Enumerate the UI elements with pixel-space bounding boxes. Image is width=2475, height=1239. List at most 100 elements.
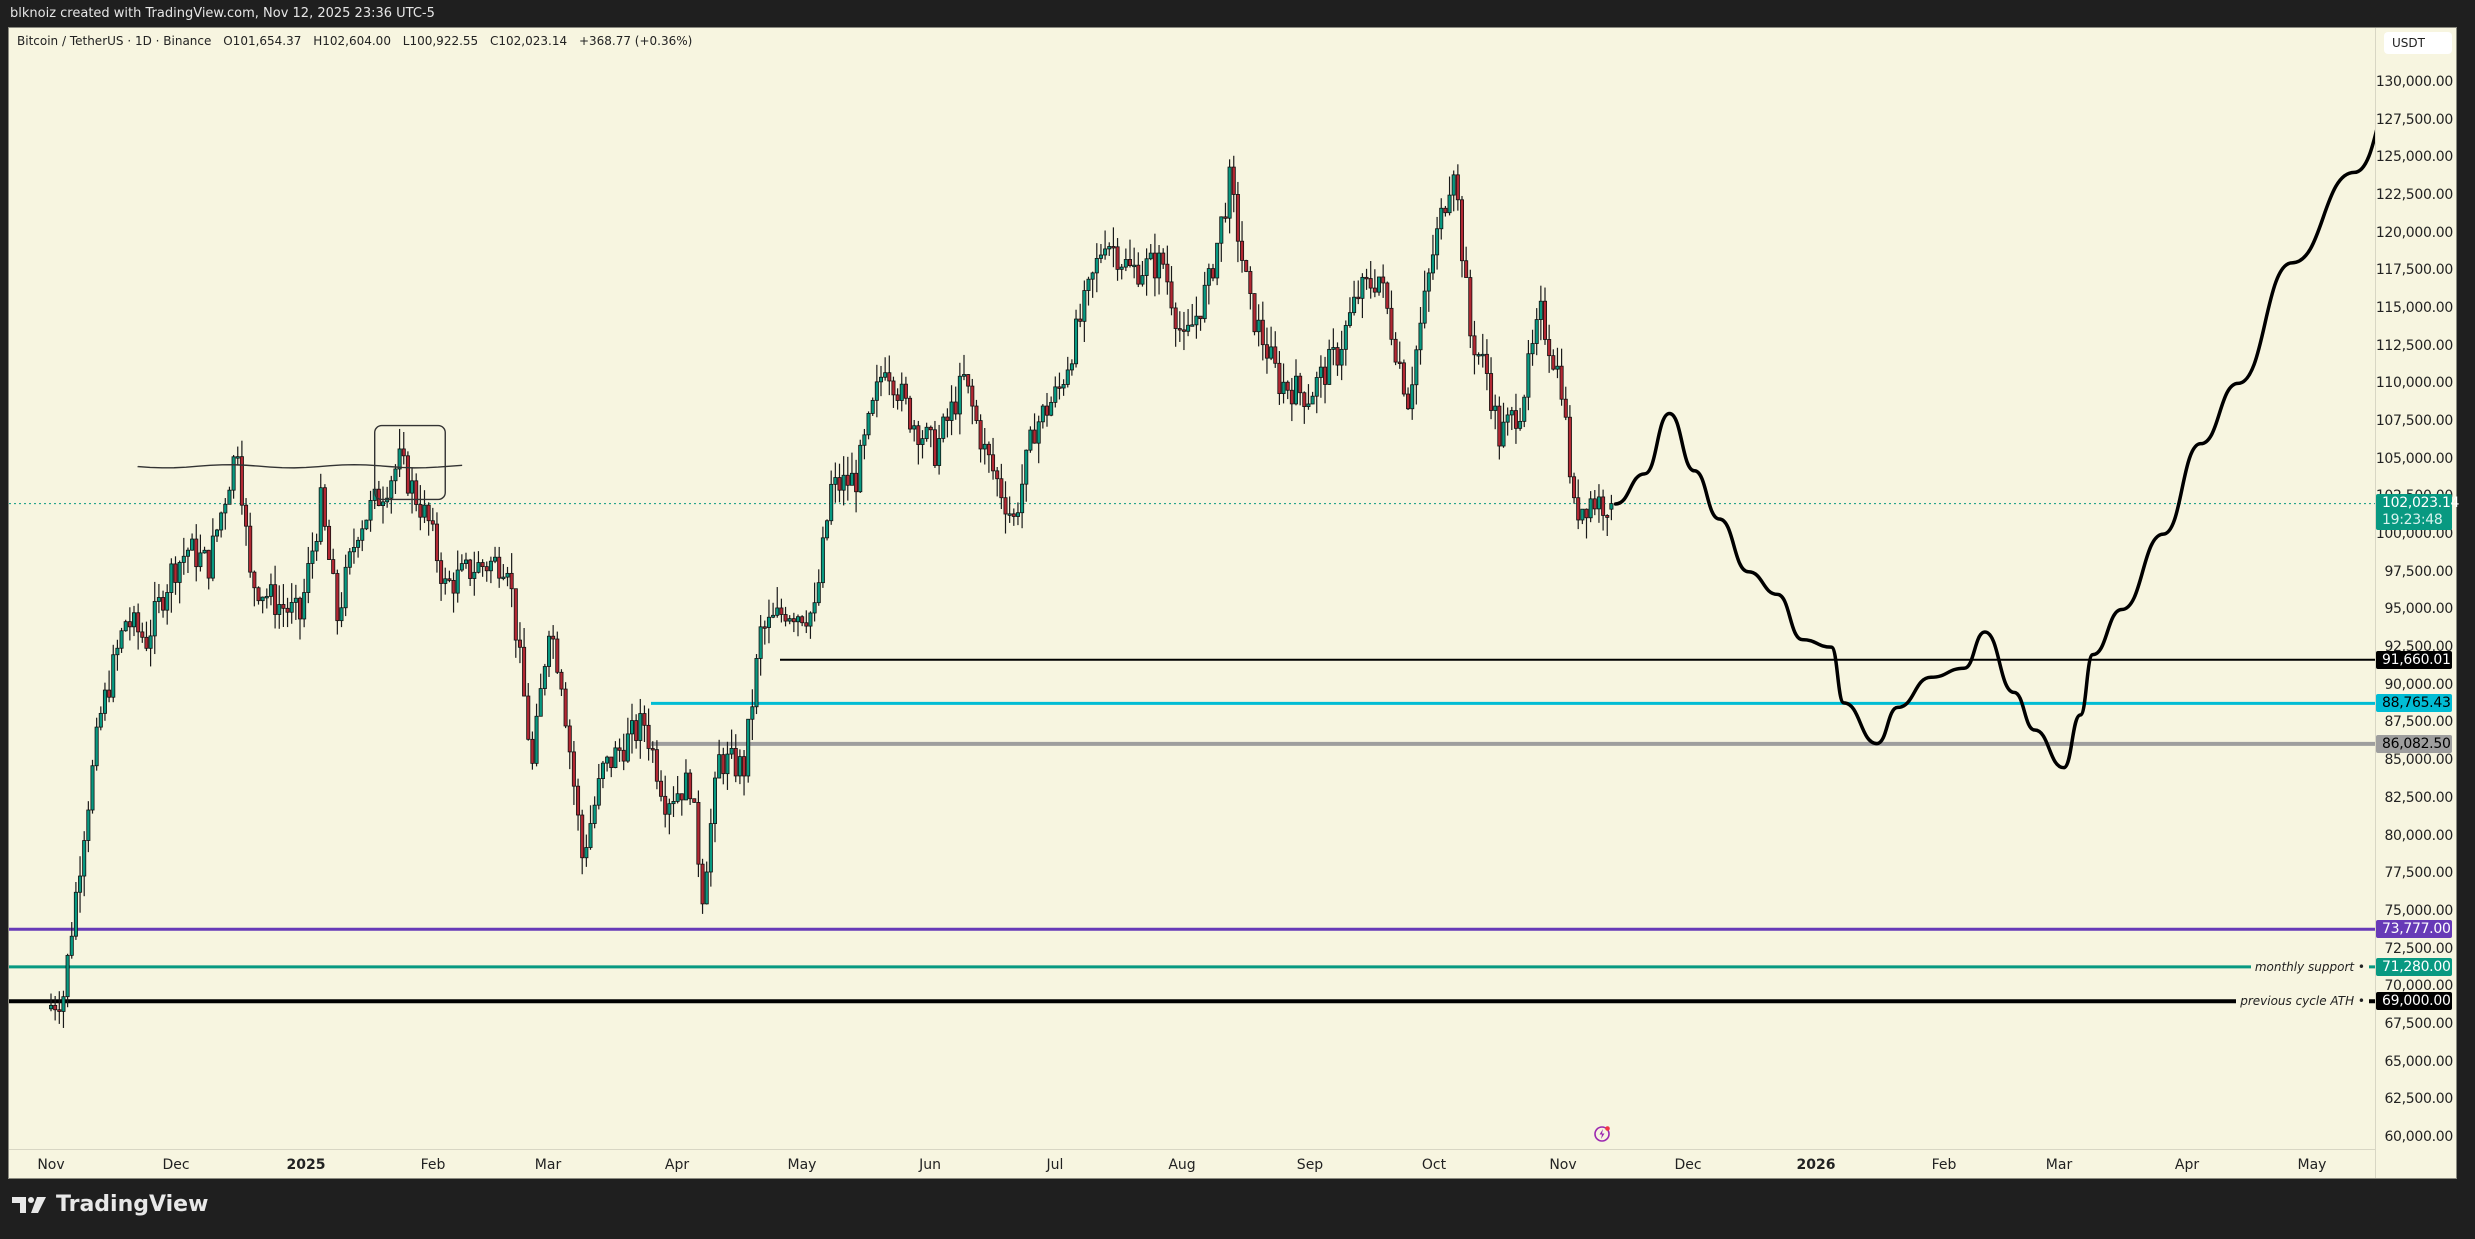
- chart-plot-area[interactable]: [9, 28, 2375, 1149]
- candle: [1422, 270, 1427, 329]
- candle: [924, 422, 929, 442]
- candle: [1426, 268, 1431, 312]
- candle: [937, 424, 942, 475]
- candle: [1273, 331, 1278, 368]
- candle: [314, 533, 319, 561]
- candle: [165, 584, 170, 625]
- candle: [675, 775, 680, 804]
- candle: [94, 717, 99, 771]
- time-label: Dec: [1674, 1157, 1702, 1173]
- candle: [559, 669, 564, 697]
- level-note: monthly support •: [2250, 959, 2369, 974]
- candle: [1489, 357, 1494, 420]
- time-axis[interactable]: Nov Dec 2025 Feb Mar Apr May Jun Jul Aug Sep Oct Nov…: [9, 1149, 2375, 1179]
- candle: [1497, 396, 1502, 460]
- candle: [820, 526, 825, 588]
- chart-frame[interactable]: Bitcoin / TetherUS · 1D · Binance O101,6…: [8, 27, 2459, 1179]
- candle: [1294, 359, 1299, 406]
- candle: [214, 528, 219, 542]
- price-tick: 115,000.00: [2375, 300, 2453, 317]
- candle: [177, 560, 182, 604]
- candle: [360, 520, 365, 552]
- candle: [439, 552, 444, 601]
- level-price-label: 73,777.00: [2376, 920, 2452, 939]
- time-label: Jul: [1046, 1157, 1064, 1173]
- candle: [592, 796, 597, 829]
- bar-countdown: 19:23:48: [2382, 511, 2443, 528]
- currency-selector[interactable]: USDT: [2384, 32, 2452, 54]
- candle: [621, 733, 626, 771]
- top-bar: blknoiz created with TradingView.com, No…: [0, 0, 2475, 27]
- candle: [107, 670, 112, 703]
- candle: [671, 786, 676, 818]
- candle: [1464, 246, 1469, 278]
- price-tick: 120,000.00: [2375, 224, 2453, 241]
- candle: [351, 528, 356, 564]
- candle: [1028, 426, 1033, 453]
- candle: [82, 831, 87, 897]
- hand-drawn-line[interactable]: [137, 463, 463, 469]
- candle: [173, 556, 178, 595]
- candle: [405, 451, 410, 496]
- candle: [522, 628, 527, 697]
- candle: [73, 881, 78, 940]
- candle: [1132, 247, 1137, 279]
- candle: [1256, 304, 1261, 347]
- candle: [1186, 309, 1191, 337]
- candle: [555, 631, 560, 675]
- candle: [547, 630, 552, 677]
- candle: [1547, 324, 1552, 373]
- candle: [1555, 347, 1560, 379]
- candle: [501, 564, 506, 581]
- candle: [1078, 303, 1083, 328]
- candle: [132, 605, 137, 637]
- candle: [127, 607, 132, 641]
- candle: [588, 805, 593, 850]
- candle: [430, 507, 435, 532]
- candle: [202, 546, 207, 554]
- candle: [634, 714, 639, 749]
- candle: [268, 573, 273, 606]
- candle: [551, 625, 556, 659]
- candle: [766, 599, 771, 644]
- candle: [49, 993, 54, 1012]
- candle: [659, 770, 664, 802]
- candle: [1082, 280, 1087, 343]
- candle: [1493, 394, 1498, 430]
- symbol-title[interactable]: Bitcoin / TetherUS · 1D · Binance: [17, 34, 212, 48]
- candle: [862, 428, 867, 460]
- candle: [1248, 266, 1253, 310]
- price-tick: 65,000.00: [2384, 1053, 2453, 1070]
- candle: [775, 587, 780, 618]
- candle: [1372, 269, 1377, 298]
- candle: [1235, 181, 1240, 263]
- candle: [941, 413, 946, 443]
- candle: [1347, 297, 1352, 328]
- candle: [1501, 402, 1506, 448]
- time-label: May: [2297, 1157, 2327, 1173]
- flash-event-icon[interactable]: [1593, 1125, 1611, 1143]
- candle: [1414, 345, 1419, 405]
- created-by-text: blknoiz created with TradingView.com, No…: [10, 6, 435, 21]
- candle: [505, 566, 510, 587]
- candle: [422, 490, 427, 524]
- price-axis[interactable]: USDT 130,000.00 127,500.00 125,000.00 122,5…: [2375, 28, 2459, 1178]
- candle: [953, 386, 958, 420]
- candle: [1389, 290, 1394, 346]
- hand-drawn-box[interactable]: [374, 424, 446, 501]
- candle: [812, 582, 817, 622]
- candle: [1181, 311, 1186, 351]
- candle: [57, 991, 62, 1024]
- candle: [1596, 484, 1601, 523]
- candle: [688, 769, 693, 805]
- candle: [596, 763, 601, 810]
- candle: [1219, 216, 1224, 262]
- price-tick: 130,000.00: [2375, 74, 2453, 90]
- candle: [235, 446, 240, 466]
- candle: [136, 603, 141, 650]
- candle: [713, 771, 718, 843]
- candle: [1036, 415, 1041, 464]
- projection-path[interactable]: [1613, 67, 2375, 770]
- candle: [995, 466, 1000, 497]
- candle: [169, 558, 174, 613]
